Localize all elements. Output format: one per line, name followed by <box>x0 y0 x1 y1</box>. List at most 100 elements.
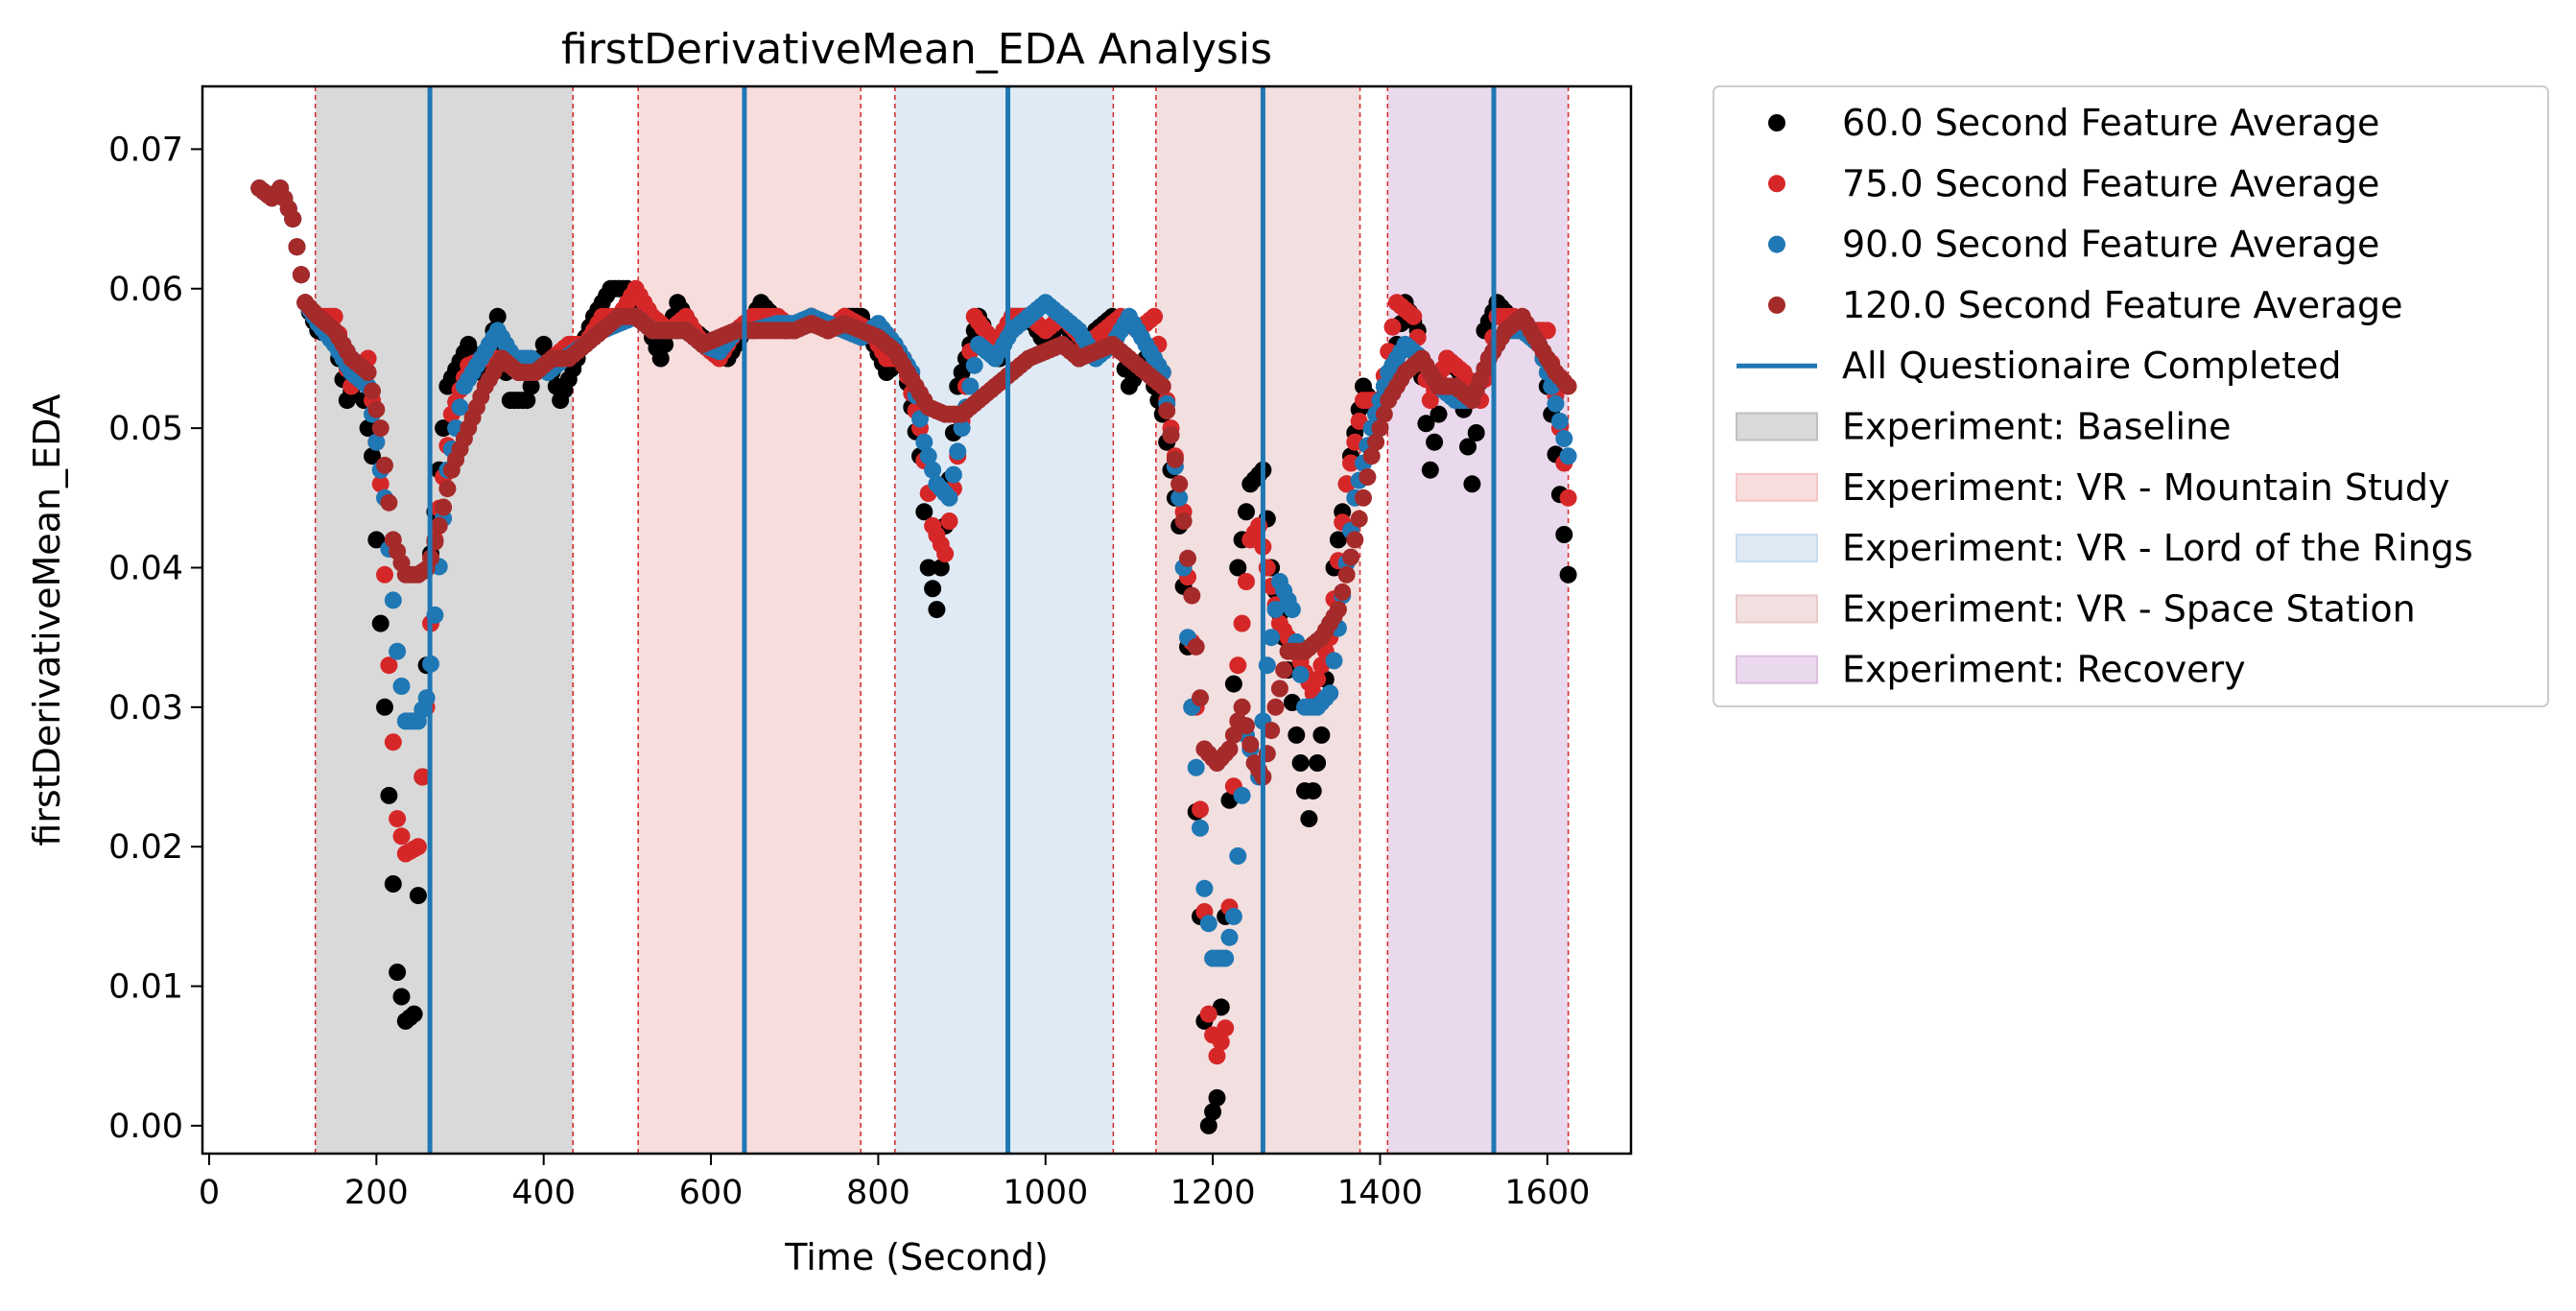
data-point <box>1170 475 1189 493</box>
y-tick-label: 0.03 <box>108 689 183 727</box>
y-tick-label: 0.05 <box>108 410 183 448</box>
data-point <box>522 377 540 395</box>
data-point <box>1233 698 1251 716</box>
data-point <box>1233 786 1251 804</box>
data-point <box>1334 583 1352 601</box>
data-point <box>430 516 448 535</box>
data-point <box>1337 565 1356 584</box>
data-point <box>1463 475 1481 493</box>
region-1 <box>638 86 862 1154</box>
y-tick-label: 0.01 <box>108 968 183 1007</box>
data-point <box>1153 377 1171 395</box>
legend-label: Experiment: VR - Lord of the Rings <box>1842 527 2473 569</box>
data-point <box>1312 726 1331 744</box>
data-point <box>936 545 955 562</box>
x-tick-label: 600 <box>679 1174 744 1212</box>
data-point <box>1375 405 1393 423</box>
data-point <box>1212 1033 1230 1051</box>
data-point <box>1166 450 1184 468</box>
x-axis-label: Time (Second) <box>784 1236 1049 1278</box>
data-point <box>1538 322 1556 340</box>
data-point <box>1309 754 1327 772</box>
data-point <box>656 335 674 353</box>
x-tick-label: 1000 <box>1003 1174 1088 1212</box>
data-point <box>384 591 402 609</box>
x-tick-label: 1200 <box>1170 1174 1256 1212</box>
data-point <box>932 559 950 577</box>
data-point <box>1224 907 1242 925</box>
data-point <box>1263 722 1281 740</box>
legend-frame <box>1713 85 2549 707</box>
experiment-regions <box>315 86 1569 1154</box>
data-point <box>1329 601 1347 619</box>
data-point <box>915 503 934 521</box>
legend-patch <box>1736 534 1818 563</box>
data-point <box>1220 740 1239 758</box>
data-point <box>1170 489 1189 507</box>
data-point <box>392 678 411 695</box>
data-point <box>940 512 958 530</box>
y-tick-label: 0.02 <box>108 828 183 867</box>
data-point <box>364 382 381 400</box>
data-point <box>1238 573 1255 590</box>
data-point <box>380 656 398 675</box>
data-point <box>359 364 377 381</box>
data-point <box>1383 318 1402 336</box>
legend-patch <box>1736 655 1818 684</box>
questionnaire-lines <box>427 86 1497 1154</box>
data-point <box>1367 433 1385 451</box>
data-point <box>376 698 393 716</box>
data-point <box>364 447 381 465</box>
legend-label: Experiment: Baseline <box>1842 406 2232 448</box>
data-point <box>1426 433 1444 451</box>
data-point <box>359 419 377 438</box>
data-point <box>1233 614 1251 632</box>
data-point <box>389 810 407 828</box>
data-point <box>944 465 962 484</box>
data-point <box>1270 679 1288 698</box>
y-axis-label: firstDerivativeMean_EDA <box>26 393 68 846</box>
legend-label: All Questionaire Completed <box>1842 345 2342 387</box>
legend-label: Experiment: VR - Mountain Study <box>1842 466 2450 509</box>
data-point <box>919 447 937 465</box>
data-point <box>1224 726 1242 744</box>
data-point <box>1559 377 1577 395</box>
data-point <box>1559 489 1577 507</box>
data-point <box>367 531 386 549</box>
data-point <box>1192 689 1209 707</box>
data-point <box>435 419 453 438</box>
x-tick-label: 1400 <box>1337 1174 1423 1212</box>
data-point <box>1346 531 1364 549</box>
data-point <box>1238 503 1255 521</box>
data-point <box>392 988 411 1006</box>
data-point <box>292 266 310 284</box>
data-point <box>1208 1088 1226 1107</box>
data-point <box>389 964 407 981</box>
data-point <box>1405 307 1423 325</box>
data-point <box>380 493 398 512</box>
data-point <box>376 456 393 474</box>
data-point <box>488 307 507 325</box>
data-point <box>1417 415 1435 433</box>
data-point <box>1325 652 1343 670</box>
data-point <box>1559 565 1577 584</box>
data-point <box>367 433 386 451</box>
data-point <box>919 559 937 577</box>
data-point <box>1283 601 1301 619</box>
data-point <box>1263 629 1281 647</box>
legend-label: 75.0 Second Feature Average <box>1842 162 2379 204</box>
data-point <box>1229 846 1247 865</box>
data-point <box>1371 419 1389 438</box>
data-point <box>409 838 427 856</box>
data-series <box>250 179 1577 1134</box>
data-point <box>1199 1005 1217 1023</box>
data-point <box>1174 512 1193 530</box>
data-point <box>438 480 457 498</box>
x-tick-label: 0 <box>199 1174 220 1212</box>
data-point <box>1179 549 1196 567</box>
data-point <box>961 377 980 395</box>
data-point <box>1195 879 1214 897</box>
data-point <box>384 733 402 751</box>
